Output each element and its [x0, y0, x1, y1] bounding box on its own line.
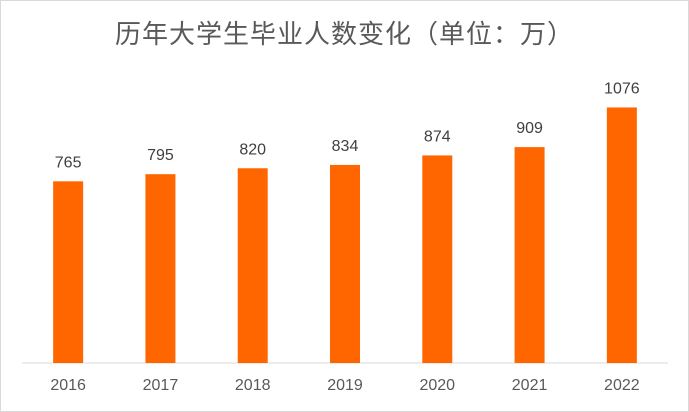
data-label-2016: 765 [55, 154, 82, 171]
bar-2016 [53, 181, 84, 363]
bar-2019 [330, 164, 360, 363]
bar-2020 [422, 155, 453, 363]
data-label-2019: 834 [332, 138, 359, 155]
bar-2022 [606, 107, 637, 363]
x-tick-2016: 2016 [50, 377, 86, 394]
x-tick-2020: 2020 [419, 377, 455, 394]
data-label-2020: 874 [424, 128, 451, 145]
x-tick-2017: 2017 [143, 377, 179, 394]
x-tick-2022: 2022 [604, 377, 640, 394]
data-label-2017: 795 [147, 147, 174, 164]
bar-2018 [237, 168, 268, 363]
chart-title: 历年大学生毕业人数变化（单位：万） [114, 20, 574, 50]
bar-2021 [514, 147, 545, 363]
data-label-2018: 820 [239, 141, 266, 158]
x-tick-2018: 2018 [235, 377, 271, 394]
x-tick-2021: 2021 [512, 377, 548, 394]
data-label-2022: 1076 [604, 80, 640, 97]
x-tick-2019: 2019 [327, 377, 363, 394]
bar-2017 [145, 174, 176, 363]
data-label-2021: 909 [516, 120, 543, 137]
